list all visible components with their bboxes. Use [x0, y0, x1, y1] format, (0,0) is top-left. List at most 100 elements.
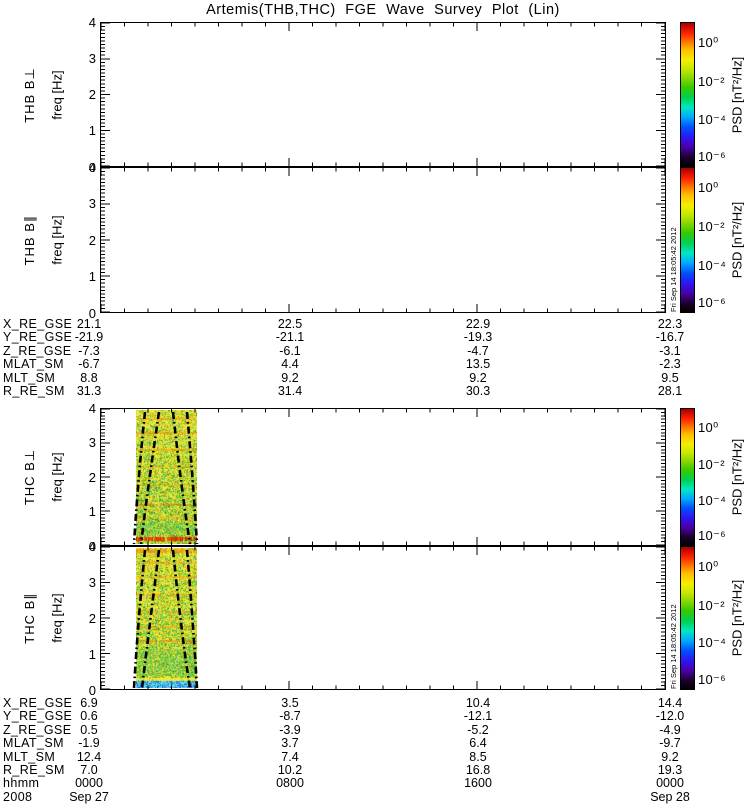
colorbar-tick-label: 10⁻⁶: [698, 672, 726, 688]
row-value: 0800: [240, 776, 340, 790]
row-value: 22.3: [620, 317, 720, 331]
row-value: -4.9: [620, 723, 720, 737]
creation-timestamp: Fri Sep 14 18:05:42 2012: [669, 227, 678, 312]
panel-label: THB B∥: [22, 215, 38, 266]
y-tick-label: 2: [70, 233, 96, 248]
row-value: 7.0: [39, 763, 139, 777]
y-tick-label: 3: [70, 575, 96, 590]
table-row: hhmm 0000 0800 1600 0000: [0, 776, 750, 789]
row-value: -9.7: [620, 736, 720, 750]
row-value: 16.8: [428, 763, 528, 777]
plot-area: [100, 546, 666, 690]
row-value: -21.9: [39, 330, 139, 344]
colorbar-gradient: [680, 167, 695, 313]
table-row: R_RE_SM 31.3 31.4 30.3 28.1: [0, 384, 750, 397]
colorbar-gradient: [680, 22, 695, 167]
row-value: -16.7: [620, 330, 720, 344]
colorbar-tick-label: 10⁻⁴: [698, 258, 726, 274]
table-row: Y_RE_GSE 0.6 -8.7 -12.1 -12.0: [0, 709, 750, 722]
row-value: 7.4: [240, 750, 340, 764]
colorbar-tick-label: 10⁻²: [698, 74, 725, 90]
freq-axis-label: freq [Hz]: [50, 70, 65, 119]
y-tick-label: 3: [70, 51, 96, 66]
row-value: 22.5: [240, 317, 340, 331]
overlay-curves: [101, 409, 665, 545]
plot-area: [100, 408, 666, 546]
colorbar-tick-label: 10⁻⁶: [698, 295, 726, 311]
row-value: -3.1: [620, 344, 720, 358]
row-value: -7.3: [39, 344, 139, 358]
row-value: 28.1: [620, 384, 720, 398]
row-value: 9.2: [428, 371, 528, 385]
row-value: 6.4: [428, 736, 528, 750]
table-row: X_RE_GSE 6.9 3.5 10.4 14.4: [0, 696, 750, 709]
axis-ticks: [101, 23, 665, 166]
table-row: Y_RE_GSE -21.9 -21.1 -19.3 -16.7: [0, 330, 750, 343]
row-value: 0000: [620, 776, 720, 790]
row-value: -6.1: [240, 344, 340, 358]
panel-thb-bperp: THB B⊥ freq [Hz] 4 3 2 1 0 PSD [nT²/Hz] 10⁰ 1…: [0, 22, 750, 167]
row-value: -3.9: [240, 723, 340, 737]
row-value: Sep 27: [39, 790, 139, 804]
row-value: 10.4: [428, 696, 528, 710]
row-value: 22.9: [428, 317, 528, 331]
colorbar-gradient: [680, 408, 695, 546]
row-value: Sep 28: [620, 790, 720, 804]
y-tick-label: 4: [70, 401, 96, 416]
row-value: 0.6: [39, 709, 139, 723]
colorbar-gradient: [680, 546, 695, 690]
panel-thb-bpar: THB B∥ freq [Hz] 4 3 2 1 0 PSD [nT²/Hz] Fri …: [0, 167, 750, 313]
panel-thc-bperp: THC B⊥ freq [Hz] 43210 PSD [nT²/Hz] 10⁰ 1…: [0, 408, 750, 546]
plot-title: Artemis(THB,THC) FGE Wave Survey Plot (L…: [100, 2, 666, 18]
table-row: MLAT_SM -6.7 4.4 13.5 -2.3: [0, 357, 750, 370]
colorbar-tick-label: 10⁰: [698, 420, 719, 436]
row-value: 6.9: [39, 696, 139, 710]
y-tick-label: 4: [70, 160, 96, 175]
row-value: -1.9: [39, 736, 139, 750]
row-value: -12.0: [620, 709, 720, 723]
colorbar-tick-label: 10⁻⁶: [698, 528, 726, 544]
y-tick-label: 2: [70, 87, 96, 102]
row-value: 0.5: [39, 723, 139, 737]
table-row: MLT_SM 12.4 7.4 8.5 9.2: [0, 750, 750, 763]
row-value: -6.7: [39, 357, 139, 371]
panel-thc-bpar: THC B∥ freq [Hz] 4 3 2 1 0 PSD [nT²/Hz] Fri …: [0, 546, 750, 690]
table-row: MLT_SM 8.8 9.2 9.2 9.5: [0, 371, 750, 384]
colorbar-tick-label: 10⁻²: [698, 219, 725, 235]
row-value: 30.3: [428, 384, 528, 398]
row-value: 21.1: [39, 317, 139, 331]
y-tick-label: 1: [70, 504, 96, 519]
row-value: 0000: [39, 776, 139, 790]
colorbar-tick-label: 10⁻²: [698, 598, 725, 614]
freq-axis-label: freq [Hz]: [50, 593, 65, 642]
row-value: 4.4: [240, 357, 340, 371]
creation-timestamp: Fri Sep 14 18:05:42 2012: [669, 604, 678, 689]
row-value: -4.7: [428, 344, 528, 358]
panel-label: THC B⊥: [22, 449, 38, 505]
row-value: -2.3: [620, 357, 720, 371]
colorbar-tick-label: 10⁰: [698, 35, 719, 51]
row-value: -19.3: [428, 330, 528, 344]
row-value: 3.7: [240, 736, 340, 750]
colorbar-axis-label: PSD [nT²/Hz]: [730, 580, 745, 657]
overlay-curves: [101, 547, 665, 689]
row-value: -5.2: [428, 723, 528, 737]
colorbar-tick-label: 10⁻⁴: [698, 635, 726, 651]
row-value: 31.3: [39, 384, 139, 398]
row-value: 3.5: [240, 696, 340, 710]
table-row: MLAT_SM -1.9 3.7 6.4 -9.7: [0, 736, 750, 749]
table-row: R_RE_SM 7.0 10.2 16.8 19.3: [0, 763, 750, 776]
row-value: -8.7: [240, 709, 340, 723]
y-tick-label: 1: [70, 269, 96, 284]
row-value: 10.2: [240, 763, 340, 777]
colorbar-axis-label: PSD [nT²/Hz]: [730, 439, 745, 516]
colorbar-tick-label: 10⁰: [698, 180, 719, 196]
y-tick-label: 2: [70, 611, 96, 626]
axis-ticks: [101, 168, 665, 312]
table-row: Z_RE_GSE -7.3 -6.1 -4.7 -3.1: [0, 344, 750, 357]
table-row: X_RE_GSE 21.1 22.5 22.9 22.3: [0, 317, 750, 330]
panel-label: THC B∥: [22, 592, 38, 644]
y-tick-label: 1: [70, 123, 96, 138]
panel-label: THB B⊥: [22, 67, 38, 123]
row-value: 31.4: [240, 384, 340, 398]
